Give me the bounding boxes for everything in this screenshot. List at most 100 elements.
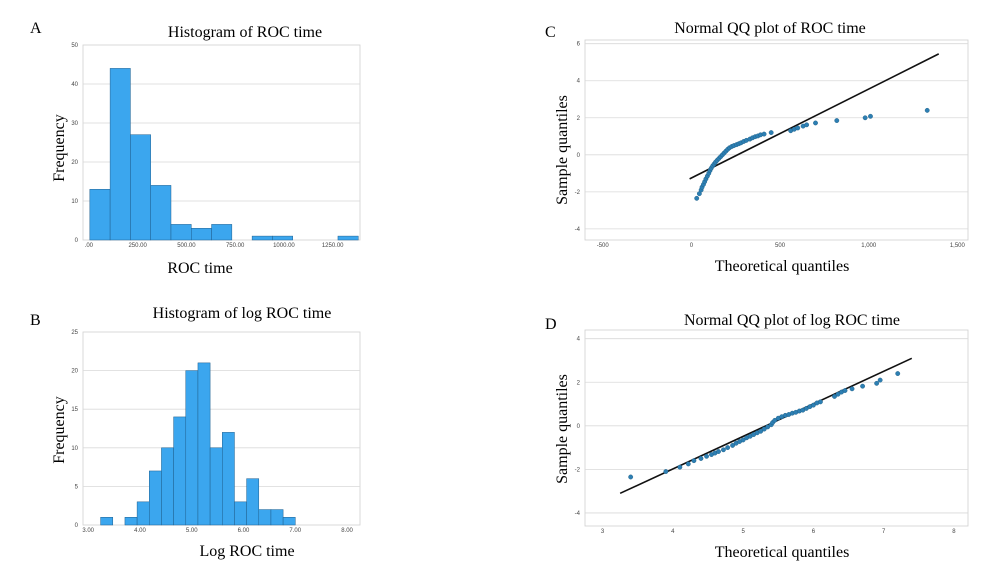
panel-a-bar bbox=[272, 235, 293, 241]
panel-b-x-tick-label: 8.00 bbox=[341, 528, 353, 534]
panel-d-gridlines bbox=[585, 338, 968, 514]
panel-c-x-tick-label: 1,000 bbox=[861, 243, 877, 249]
panel-d-title: Normal QQ plot of log ROC time bbox=[684, 312, 900, 329]
panel-c-point bbox=[862, 115, 868, 121]
panel-a-histogram-roc-time: A Histogram of ROC time ROC time Frequen… bbox=[30, 20, 361, 277]
panel-a-y-tick-label: 40 bbox=[71, 82, 78, 88]
panel-b-bar bbox=[124, 517, 138, 526]
panel-b-y-tick-label: 5 bbox=[75, 484, 79, 490]
panel-d-point bbox=[818, 399, 823, 405]
panel-a-y-tick-label: 30 bbox=[71, 121, 78, 127]
panel-d-point bbox=[810, 402, 816, 408]
panel-d-point bbox=[685, 461, 691, 467]
panel-d-point bbox=[628, 474, 634, 480]
panel-b-bar bbox=[258, 509, 272, 526]
panel-d-point bbox=[860, 383, 865, 389]
panel-b-bar bbox=[246, 478, 260, 526]
panel-a-x-tick-label: 1000.00 bbox=[273, 243, 295, 249]
panel-c-reference-line bbox=[689, 53, 940, 180]
panel-d-y-axis-label: Sample quantiles bbox=[554, 374, 571, 484]
panel-b-y-tick-label: 0 bbox=[75, 523, 79, 529]
panel-a-title: Histogram of ROC time bbox=[168, 24, 322, 41]
panel-d-point bbox=[730, 443, 735, 448]
panel-a-y-tick-label: 10 bbox=[71, 199, 78, 205]
panel-b-bar bbox=[149, 470, 162, 526]
panel-d-point bbox=[832, 394, 837, 399]
panel-b-y-ticks: 0 5 10 15 20 25 bbox=[71, 330, 78, 529]
panel-d-point bbox=[691, 458, 697, 464]
panel-b-x-tick-label: 4.00 bbox=[134, 528, 146, 534]
panel-b-bar bbox=[161, 447, 174, 526]
panel-c-y-tick-label: -4 bbox=[575, 227, 581, 233]
panel-a-x-tick-label: 1250.00 bbox=[322, 243, 344, 249]
panel-d-point bbox=[835, 391, 841, 397]
panel-b-bar bbox=[100, 517, 114, 526]
panel-d-label: D bbox=[545, 316, 557, 333]
panel-a-y-axis-label: Frequency bbox=[51, 114, 68, 182]
panel-b-bar bbox=[209, 447, 223, 526]
panel-a-y-tick-label: 0 bbox=[75, 238, 79, 244]
panel-d-point bbox=[704, 453, 709, 459]
panel-a-bar bbox=[211, 224, 233, 241]
panel-c-y-tick-label: 4 bbox=[577, 79, 581, 85]
panel-a-bar bbox=[89, 189, 111, 241]
panel-d-point bbox=[698, 456, 704, 461]
panel-d-y-tick-label: 0 bbox=[577, 424, 581, 430]
panel-b-x-tick-label: 6.00 bbox=[238, 528, 250, 534]
panel-b-bar bbox=[197, 362, 211, 526]
panel-b-bar bbox=[185, 370, 199, 526]
panel-b-y-tick-label: 15 bbox=[71, 407, 78, 413]
panel-b-bar bbox=[173, 416, 187, 526]
panel-a-label: A bbox=[30, 20, 42, 37]
panel-c-plot-frame bbox=[584, 39, 969, 241]
panel-c-y-tick-label: 0 bbox=[577, 153, 581, 159]
panel-a-y-ticks: 0 10 20 30 40 50 bbox=[71, 43, 78, 244]
panel-c-x-ticks: -500 0 500 1,000 1,500 bbox=[597, 243, 966, 249]
panel-d-point bbox=[842, 388, 848, 393]
panel-c-x-tick-label: -500 bbox=[597, 243, 610, 249]
panel-b-bar bbox=[234, 501, 247, 526]
panel-d-point bbox=[895, 371, 901, 376]
panel-b-x-tick-label: 5.00 bbox=[186, 528, 198, 534]
panel-d-x-tick-label: 6 bbox=[812, 529, 816, 535]
panel-d-point bbox=[677, 464, 683, 470]
panel-a-y-tick-label: 20 bbox=[71, 160, 78, 166]
panel-d-x-ticks: 3 4 5 6 7 8 bbox=[601, 529, 956, 535]
panel-c-y-tick-label: 2 bbox=[577, 116, 581, 122]
panel-b-bar bbox=[136, 501, 150, 526]
panel-c-y-ticks: -4 -2 0 2 4 6 bbox=[575, 42, 581, 233]
panel-b-x-ticks: 3.00 4.00 5.00 6.00 7.00 8.00 bbox=[82, 528, 353, 534]
panel-b-y-tick-label: 10 bbox=[71, 446, 78, 452]
panel-a-bar bbox=[150, 185, 172, 241]
panel-d-point bbox=[772, 417, 778, 423]
panel-c-point bbox=[768, 130, 774, 135]
panel-d-point bbox=[849, 386, 855, 392]
panel-c-x-tick-label: 0 bbox=[690, 243, 694, 249]
panel-d-y-ticks: -4 -2 0 2 4 bbox=[575, 337, 581, 517]
panel-d-x-tick-label: 4 bbox=[671, 529, 675, 535]
panel-a-bar bbox=[337, 235, 359, 241]
panel-d-point bbox=[663, 469, 669, 474]
panel-d-plot-frame bbox=[584, 329, 969, 527]
panel-a-bar bbox=[109, 68, 131, 241]
panel-b-label: B bbox=[30, 312, 41, 329]
panel-b-x-tick-label: 7.00 bbox=[289, 528, 301, 534]
panel-d-y-tick-label: 2 bbox=[577, 380, 581, 386]
panel-c-reference-line-group bbox=[689, 53, 940, 180]
panel-c-label: C bbox=[545, 24, 556, 41]
panel-d-point bbox=[758, 428, 764, 434]
panel-d-x-tick-label: 5 bbox=[741, 529, 745, 535]
panel-a-y-tick-label: 50 bbox=[71, 43, 78, 49]
panel-b-y-tick-label: 25 bbox=[71, 330, 78, 336]
panel-b-title: Histogram of log ROC time bbox=[153, 305, 332, 322]
panel-c-x-tick-label: 1,500 bbox=[950, 243, 966, 249]
panel-c-point bbox=[813, 120, 818, 126]
panel-b-bar bbox=[270, 509, 284, 526]
panel-c-qq-plot-roc-time: C Normal QQ plot of ROC time Theoretical… bbox=[545, 20, 969, 275]
panel-a-x-tick-label: 500.00 bbox=[177, 243, 196, 249]
panel-c-title: Normal QQ plot of ROC time bbox=[674, 20, 866, 37]
panel-c-y-tick-label: 6 bbox=[577, 42, 581, 48]
panel-a-x-axis-label: ROC time bbox=[167, 260, 232, 277]
